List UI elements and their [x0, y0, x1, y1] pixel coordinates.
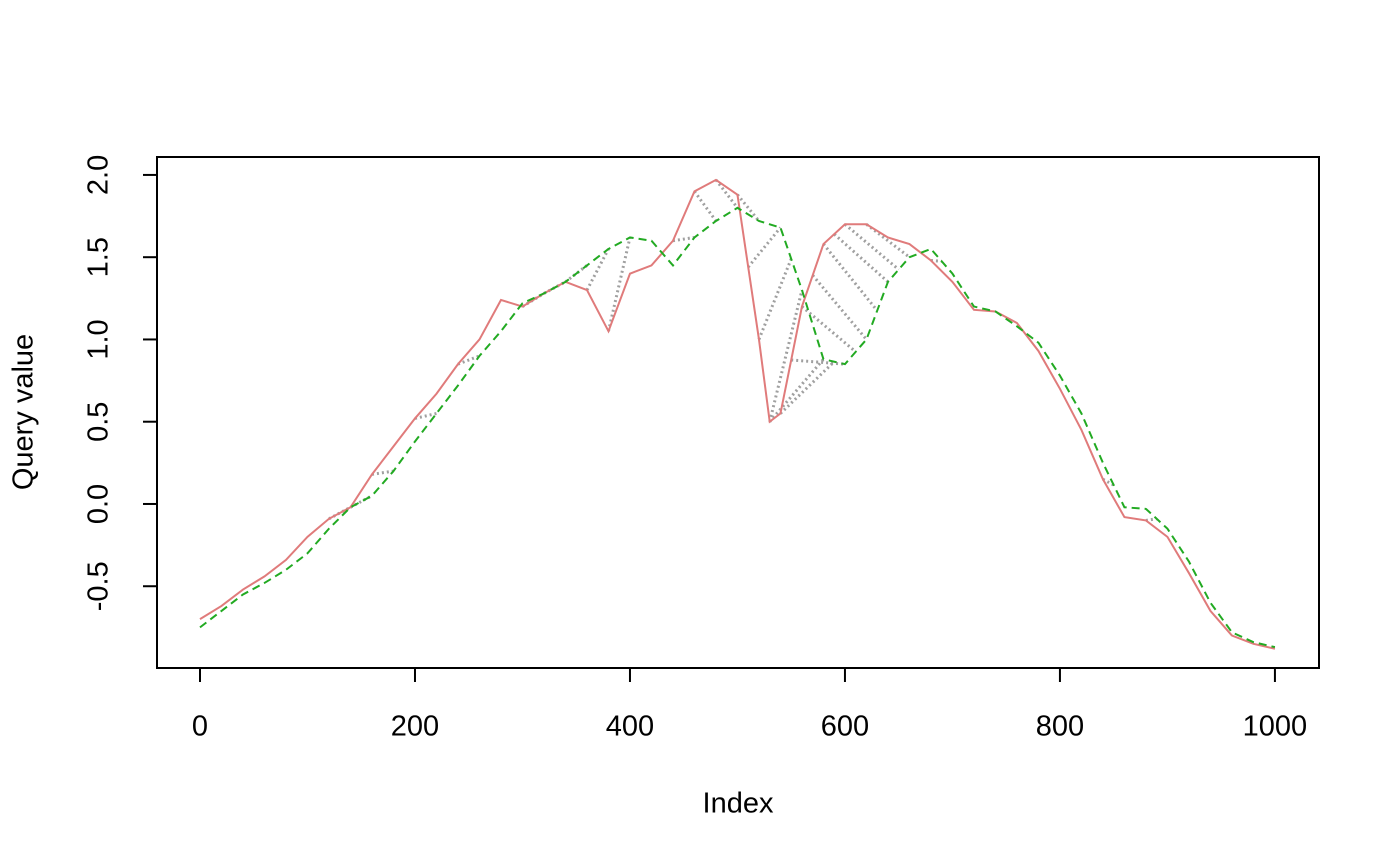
alignment-line	[747, 226, 782, 269]
alignment-line	[811, 274, 868, 341]
alignment-line	[833, 233, 889, 283]
y-tick-label: 2.0	[83, 155, 115, 195]
y-axis-title: Query value	[8, 334, 40, 490]
alignment-line	[607, 237, 632, 332]
alignment-line	[714, 178, 739, 209]
alignment-line	[585, 248, 610, 291]
alignment-line	[865, 223, 911, 259]
x-tick-label: 1000	[1243, 711, 1308, 743]
alignment-line	[800, 305, 857, 353]
y-tick-label: 1.5	[83, 237, 115, 277]
plot-frame	[156, 156, 1320, 669]
x-tick-label: 400	[606, 711, 654, 743]
alignment-line	[791, 358, 846, 366]
series-line	[199, 178, 1276, 650]
alignment-line	[457, 354, 481, 366]
alignment-line	[736, 193, 761, 222]
alignment-line	[822, 243, 879, 312]
alignment-line	[672, 235, 695, 243]
alignment-line	[693, 190, 718, 222]
alignment-line	[930, 258, 942, 263]
alignment-line	[757, 258, 793, 341]
x-tick-label: 800	[1036, 711, 1084, 743]
alignment-line	[1145, 517, 1157, 522]
alignment-line	[414, 412, 437, 420]
y-tick-label: -0.5	[83, 561, 115, 611]
series-line	[199, 206, 1276, 649]
y-tick-label: 0.5	[83, 402, 115, 442]
x-tick-label: 200	[391, 711, 439, 743]
alignment-line	[768, 358, 825, 423]
alignment-line	[1102, 477, 1115, 487]
x-axis-title: Index	[703, 788, 774, 820]
y-tick-label: 1.0	[83, 319, 115, 359]
alignment-line	[371, 469, 394, 476]
y-tick-label: 0.0	[83, 484, 115, 524]
x-tick-label: 600	[821, 711, 869, 743]
alignment-line	[843, 223, 900, 271]
x-tick-label: 0	[192, 711, 208, 743]
